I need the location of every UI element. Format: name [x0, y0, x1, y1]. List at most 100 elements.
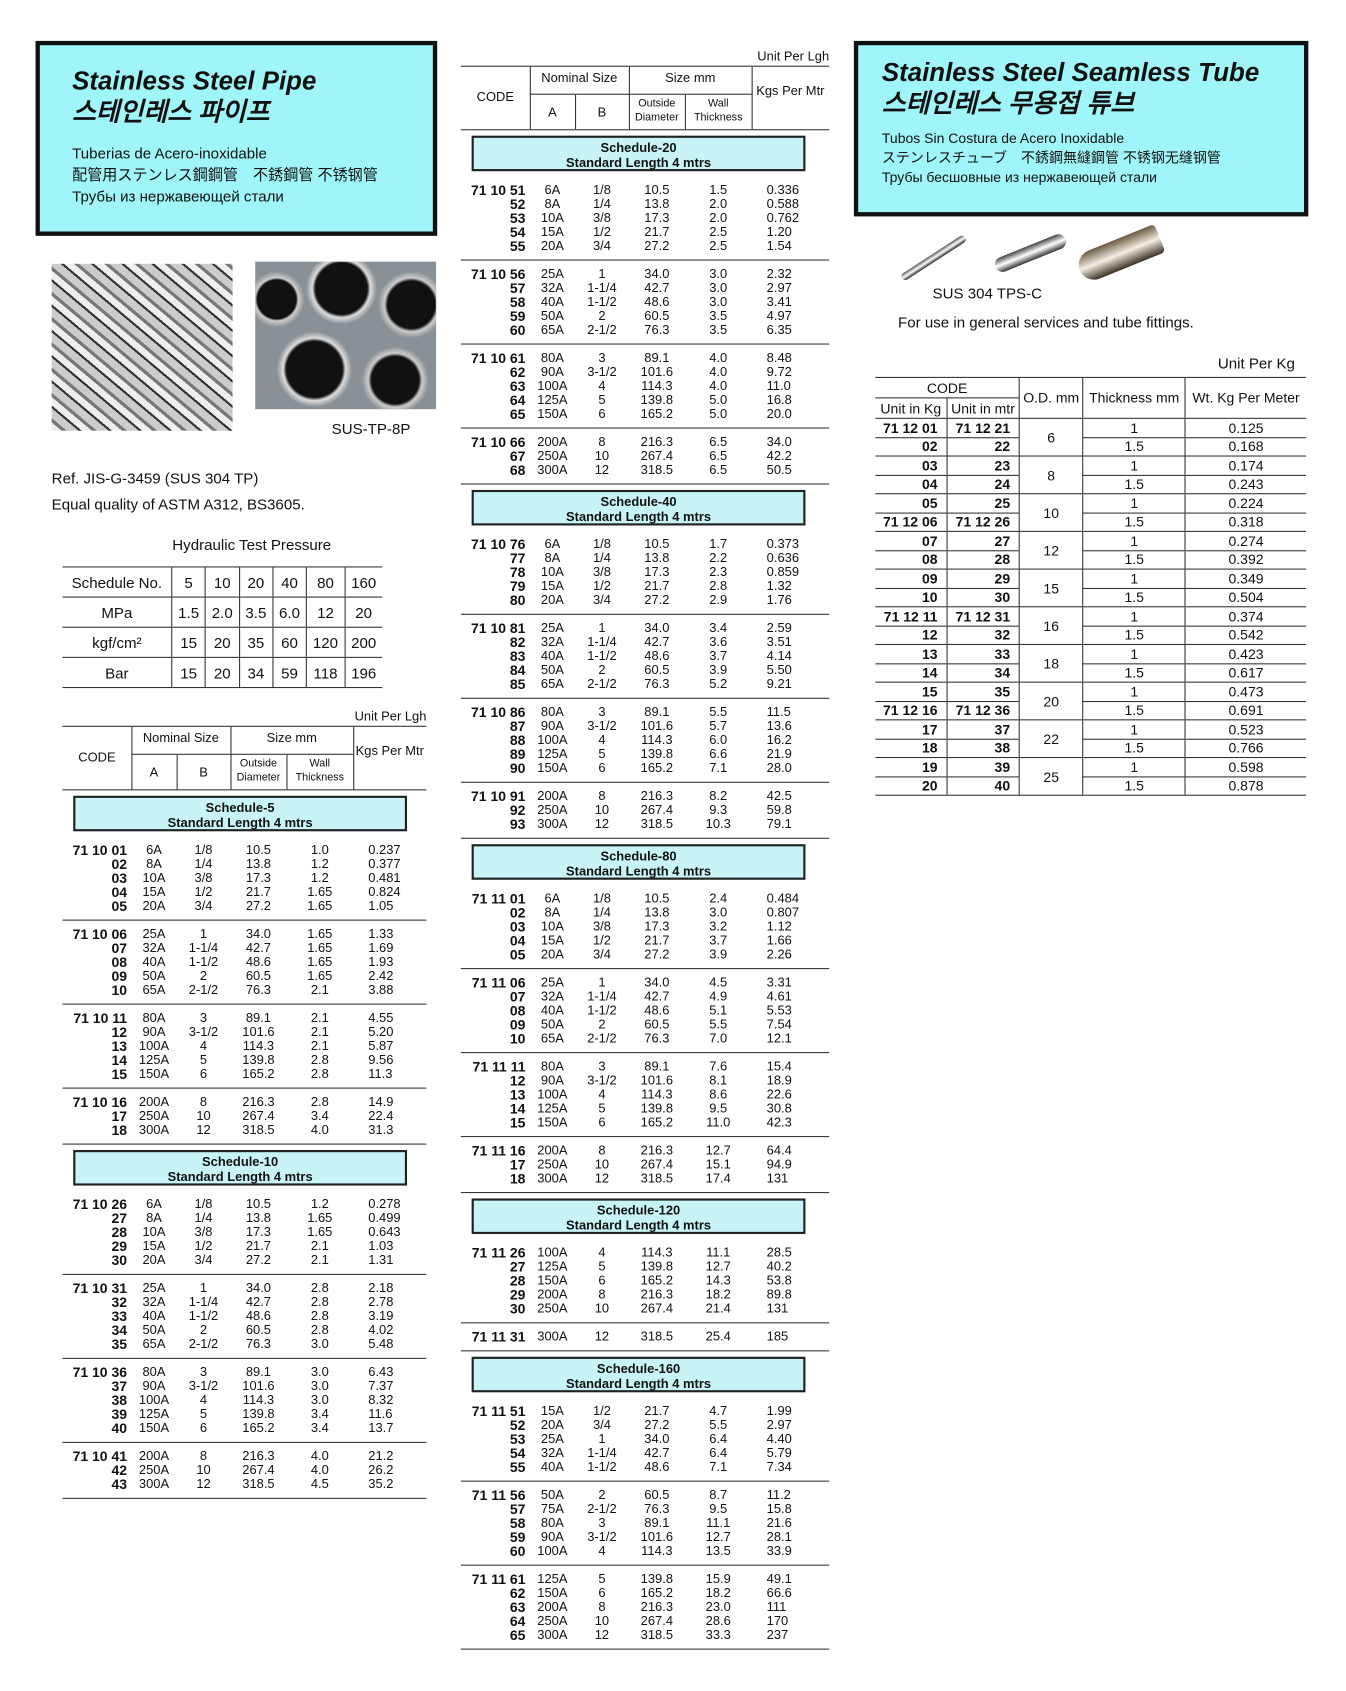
nominal-a: 150A [537, 1585, 568, 1601]
outside-diameter: 60.5 [245, 968, 272, 984]
nominal-a: 6A [544, 181, 561, 198]
kgs-per-mtr: 0.484 [766, 890, 800, 906]
pipe-title-box: Stainless Steel Pipe 스테인레스 파이프 Tuberias … [35, 40, 438, 236]
table-row: 64 125A 5 139.8 5.0 16.8 [461, 392, 829, 407]
nominal-a: 8A [544, 904, 561, 920]
row-group: 71 10 31 25A 1 34.0 2.8 2.18 32 32A 1-1/4 42.7 2.8… [62, 1275, 427, 1359]
table-row: 12 32 1.5 0.542 [875, 625, 1307, 645]
nominal-a: 200A [138, 1094, 170, 1110]
kgs-header: Kgs Per Mtr [756, 82, 825, 98]
wall-thickness: 3.0 [709, 293, 728, 310]
nominal-a: 6A [146, 842, 162, 858]
hydraulic-value: 3.5 [238, 597, 273, 628]
weight-per-meter: 0.125 [1184, 418, 1307, 438]
code: 27 [509, 1258, 526, 1275]
thickness: 1.5 [1082, 663, 1186, 683]
outside-diameter: 76.3 [644, 676, 670, 692]
thickness: 1 [1082, 456, 1186, 476]
wall-thickness: 2.0 [709, 195, 728, 212]
code-kg: 03 [875, 456, 947, 476]
table-row: 52 20A 3/4 27.2 5.5 2.97 [461, 1417, 829, 1434]
table-row: 84 50A 2 60.5 3.9 5.50 [461, 663, 829, 678]
nominal-b: 5 [598, 1258, 606, 1274]
code: 14 [111, 1052, 128, 1069]
wall-thickness: 2.3 [709, 564, 728, 580]
nominal-a: 65A [540, 321, 564, 338]
nominal-a: 8A [146, 856, 162, 872]
table-row: 07 32A 1-1/4 42.7 4.9 4.61 [461, 988, 829, 1004]
table-row: 18 38 1.5 0.766 [875, 738, 1307, 759]
kgs-per-mtr: 42.3 [766, 1114, 792, 1130]
schedule-banner: Schedule-40 Standard Length 4 mtrs [471, 489, 806, 526]
wall-thickness: 25.4 [705, 1328, 731, 1344]
wall-thickness: 12.7 [705, 1529, 731, 1545]
nominal-a: 300A [537, 1627, 568, 1643]
kgs-header: Kgs Per Mtr [355, 742, 424, 759]
outside-diameter: 216.3 [242, 1094, 275, 1110]
weight-per-meter: 0.318 [1184, 512, 1307, 532]
b-header: B [597, 104, 607, 120]
code-kg: 02 [875, 437, 947, 457]
row-group: 71 11 11 80A 3 89.1 7.6 15.4 12 90A 3-1/2 101.6 8.… [460, 1053, 830, 1138]
wall-thickness: 13.5 [705, 1543, 731, 1559]
code: 79 [509, 578, 526, 595]
tube-header: CODE O.D. mm Thickness mm Wt. Kg Per Meter U… [875, 376, 1307, 419]
outside-diameter: 114.3 [641, 1244, 673, 1260]
code: 35 [111, 1336, 128, 1353]
nominal-b: 2 [598, 1487, 606, 1503]
kgs-per-mtr: 89.8 [766, 1286, 792, 1302]
kgs-per-mtr: 0.278 [368, 1196, 401, 1212]
thickness: 1 [1082, 757, 1186, 777]
outside-diameter: 42.7 [644, 988, 670, 1004]
weight-per-meter: 0.274 [1184, 531, 1307, 551]
table-row: 71 12 01 71 12 21 6 1 0.125 [875, 418, 1307, 457]
schedule-name: Schedule-10 [202, 1154, 279, 1170]
divider [176, 754, 178, 790]
nominal-a: 100A [537, 1244, 568, 1260]
wall-thickness: 8.7 [709, 1487, 728, 1503]
outside-diameter: 139.8 [640, 1258, 674, 1274]
table-row: 12 90A 3-1/2 101.6 2.1 5.20 [62, 1025, 426, 1040]
wall-thickness: 7.1 [709, 760, 728, 776]
nominal-a: 8A [146, 1210, 162, 1226]
tube-body: 71 12 01 71 12 21 6 1 0.125 02 22 1.5 0.168 03 23 8… [875, 418, 1307, 796]
code: 59 [509, 307, 526, 325]
table-row: 04 24 1.5 0.243 [875, 474, 1307, 495]
wall-thickness: 8.2 [709, 788, 728, 804]
outside-diameter: 12 [1018, 531, 1084, 570]
outside-diameter: 13.8 [245, 856, 272, 872]
kgs-per-mtr: 28.1 [766, 1529, 792, 1545]
code-mtr: 29 [946, 569, 1020, 589]
kgs-per-mtr: 1.66 [766, 932, 792, 948]
size-header: Size mm [266, 730, 317, 746]
outside-diameter: 27.2 [644, 1417, 670, 1433]
table-row: 18 300A 12 318.5 4.0 31.3 [62, 1123, 426, 1138]
outside-diameter: 216.3 [640, 1599, 674, 1615]
outside-diameter: 60.5 [644, 1487, 670, 1503]
code-header: CODE [875, 376, 1020, 399]
nominal-size-header: Nominal Size [541, 69, 618, 86]
code: 09 [509, 1016, 526, 1033]
code: 52 [509, 1417, 526, 1434]
weight-per-meter: 0.243 [1184, 474, 1307, 495]
table-row: 59 50A 2 60.5 3.5 4.97 [461, 307, 829, 325]
nominal-b: 3/4 [592, 237, 611, 254]
table-row: 03 10A 3/8 17.3 1.2 0.481 [62, 871, 426, 886]
schedule-banner: Schedule-160 Standard Length 4 mtrs [471, 1356, 806, 1393]
outside-diameter: 10 [1018, 493, 1084, 532]
code-kg: 08 [875, 550, 947, 570]
outside-diameter: 89.1 [644, 704, 670, 720]
code: 12 [509, 1072, 526, 1089]
wall-thickness: 2.8 [310, 1308, 329, 1324]
kgs-per-mtr: 3.41 [766, 293, 792, 310]
wall-thickness: 11.1 [706, 1244, 731, 1260]
outside-diameter: 21.7 [644, 578, 670, 594]
outside-diameter: 101.6 [640, 1072, 674, 1088]
wall-thickness: 3.0 [310, 1336, 329, 1352]
table-row: 18 300A 12 318.5 17.4 131 [461, 1171, 829, 1186]
hydraulic-value: 60 [272, 627, 307, 658]
code: 53 [509, 209, 526, 227]
nominal-a: 250A [537, 1300, 568, 1316]
table-row: 63 200A 8 216.3 23.0 111 [461, 1599, 829, 1615]
code: 53 [509, 1431, 526, 1448]
